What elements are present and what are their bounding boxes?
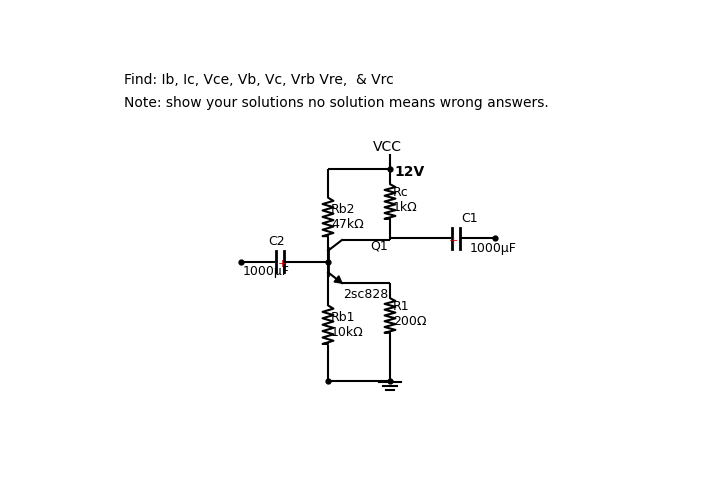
Text: +: + <box>449 236 458 246</box>
Text: +: + <box>277 259 287 269</box>
Text: 1000μF: 1000μF <box>470 242 517 255</box>
Text: C2: C2 <box>267 235 284 247</box>
Text: Rb1
10kΩ: Rb1 10kΩ <box>331 310 364 338</box>
Polygon shape <box>334 276 342 283</box>
Text: 12V: 12V <box>395 164 425 179</box>
Text: R1
200Ω: R1 200Ω <box>393 300 427 328</box>
Text: Rb2
47kΩ: Rb2 47kΩ <box>331 203 364 231</box>
Text: C1: C1 <box>461 212 478 224</box>
Text: 1000μF: 1000μF <box>243 265 289 278</box>
Text: VCC: VCC <box>373 140 402 154</box>
Text: Q1: Q1 <box>370 240 388 253</box>
Text: Rc
1kΩ: Rc 1kΩ <box>393 186 418 214</box>
Text: Note: show your solutions no solution means wrong answers.: Note: show your solutions no solution me… <box>124 96 549 110</box>
Text: Find: Ib, Ic, Vce, Vb, Vc, Vrb Vre,  & Vrc: Find: Ib, Ic, Vce, Vb, Vc, Vrb Vre, & Vr… <box>124 73 394 87</box>
Text: 2sc828: 2sc828 <box>343 288 389 302</box>
